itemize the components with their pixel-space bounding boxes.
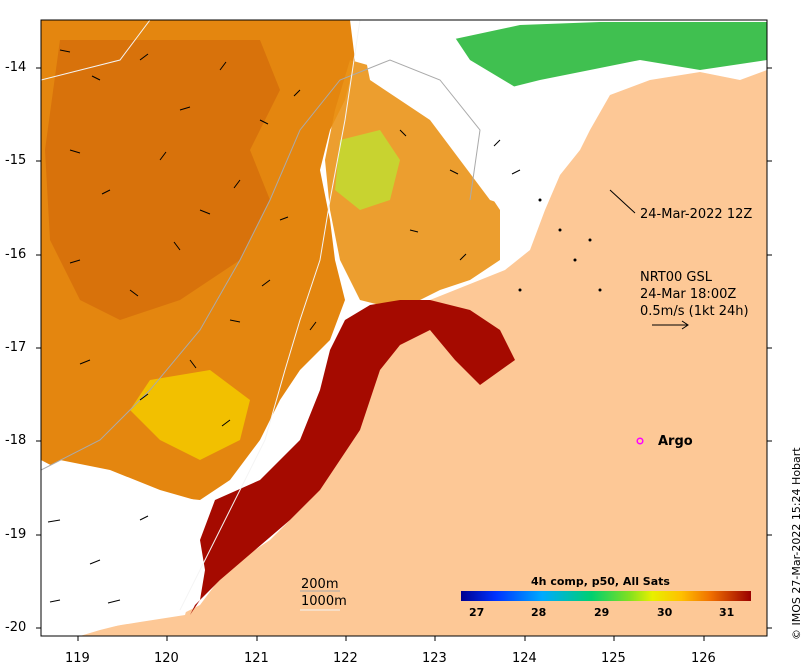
x-tick-label: 125 [601, 651, 626, 666]
timestamp-label: 24-Mar-2022 12Z [640, 207, 753, 222]
y-tick-label: -14 [5, 60, 27, 75]
sst-hot-band [190, 300, 515, 615]
current-source-label: NRT00 GSL [640, 270, 712, 285]
current-scale-arrow [652, 320, 689, 330]
y-tick-label: -20 [5, 620, 27, 635]
x-tick-label: 122 [333, 651, 358, 666]
x-tick-label: 121 [244, 651, 269, 666]
timestamp-leader [609, 189, 636, 214]
colorbar-tick: 30 [657, 606, 673, 619]
colorbar-tick: 27 [469, 606, 485, 619]
y-tick-label: -17 [5, 340, 27, 355]
sst-yellow-patch [130, 370, 250, 460]
y-tick-label: -15 [5, 153, 27, 168]
coastal-islands [518, 198, 602, 292]
no-data-east [360, 30, 560, 210]
isobath-1000m [41, 20, 361, 611]
y-tick-label: -16 [5, 247, 27, 262]
y-tick-label: -19 [5, 527, 27, 542]
argo-label: Argo [658, 434, 693, 449]
isobath-1000m-label: 1000m [301, 594, 347, 609]
sst-warm-patch [45, 40, 280, 320]
y-tick-marks [36, 67, 772, 629]
current-scale-label: 0.5m/s (1kt 24h) [640, 304, 749, 319]
sst-cool-patch [335, 130, 400, 210]
current-vectors [47, 49, 521, 604]
isobath-200m-label: 200m [301, 577, 339, 592]
argo-marker [636, 437, 644, 445]
sst-green-north [450, 22, 767, 90]
colorbar-title: 4h comp, p50, All Sats [531, 575, 670, 588]
y-tick-label: -18 [5, 433, 27, 448]
colorbar-tick: 31 [719, 606, 735, 619]
x-tick-label: 120 [154, 651, 179, 666]
no-data-west [41, 460, 200, 636]
colorbar-tick: 28 [531, 606, 547, 619]
credit-label: © IMOS 27-Mar-2022 15:24 Hobart [790, 447, 803, 640]
land-area [80, 70, 767, 636]
x-tick-label: 124 [512, 651, 537, 666]
colorbar-tick: 29 [594, 606, 610, 619]
colorbar-bar [461, 591, 751, 601]
x-tick-marks [77, 636, 705, 641]
x-tick-label: 119 [65, 651, 90, 666]
x-tick-label: 126 [691, 651, 716, 666]
plot-frame [40, 19, 768, 637]
current-time-label: 24-Mar 18:00Z [640, 287, 737, 302]
x-tick-label: 123 [422, 651, 447, 666]
sst-warm-east [325, 60, 500, 310]
